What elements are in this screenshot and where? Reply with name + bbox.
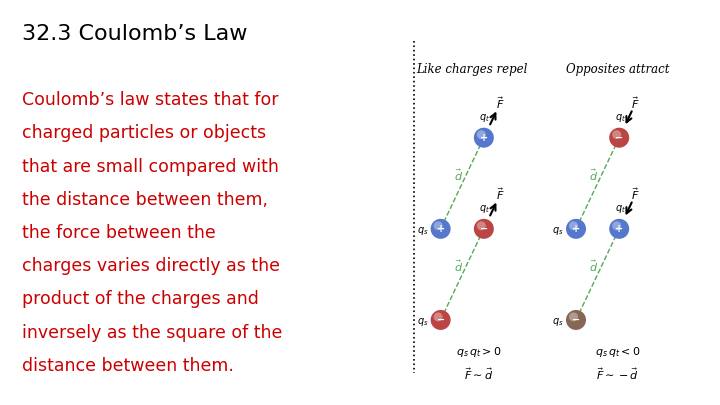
Circle shape [612, 130, 621, 139]
Circle shape [431, 310, 451, 330]
Text: $\vec{F}\sim-\vec{d}$: $\vec{F}\sim-\vec{d}$ [596, 367, 639, 382]
Circle shape [569, 221, 578, 230]
Text: $q_s\,q_t<0$: $q_s\,q_t<0$ [595, 345, 641, 359]
Text: −: − [615, 133, 624, 143]
Text: Opposites attract: Opposites attract [566, 63, 670, 76]
Text: 32.3 Coulomb’s Law: 32.3 Coulomb’s Law [22, 24, 247, 44]
Text: $\vec{d}$: $\vec{d}$ [454, 258, 463, 274]
Text: +: + [436, 224, 445, 234]
Text: Like charges repel: Like charges repel [416, 63, 527, 76]
Text: −: − [572, 315, 580, 325]
Circle shape [569, 312, 578, 322]
Text: $\vec{d}$: $\vec{d}$ [589, 258, 598, 274]
Text: distance between them.: distance between them. [22, 357, 233, 375]
Text: $\vec{F}$: $\vec{F}$ [496, 96, 505, 111]
Text: $\vec{d}$: $\vec{d}$ [454, 167, 463, 183]
Circle shape [566, 310, 586, 330]
Circle shape [609, 128, 629, 148]
Text: $q_s$: $q_s$ [417, 316, 428, 328]
Text: $\vec{F}$: $\vec{F}$ [496, 187, 505, 202]
Circle shape [433, 221, 443, 230]
Circle shape [477, 130, 486, 139]
Text: +: + [572, 224, 580, 234]
Text: product of the charges and: product of the charges and [22, 290, 258, 308]
Circle shape [433, 312, 443, 322]
Circle shape [477, 221, 486, 230]
Text: charged particles or objects: charged particles or objects [22, 124, 266, 142]
Text: $q_t$: $q_t$ [615, 112, 626, 124]
Circle shape [431, 219, 451, 239]
Circle shape [474, 128, 494, 148]
Text: +: + [615, 224, 624, 234]
Text: $q_s$: $q_s$ [552, 225, 564, 237]
Circle shape [566, 219, 586, 239]
Text: $q_t$: $q_t$ [480, 112, 490, 124]
Text: −: − [436, 315, 445, 325]
Circle shape [609, 219, 629, 239]
Text: $q_t$: $q_t$ [480, 203, 490, 215]
Text: +: + [480, 133, 488, 143]
Text: $q_s$: $q_s$ [417, 225, 428, 237]
Text: Coulomb’s law states that for: Coulomb’s law states that for [22, 91, 278, 109]
Text: the distance between them,: the distance between them, [22, 191, 268, 209]
Text: the force between the: the force between the [22, 224, 215, 242]
Text: $\vec{d}$: $\vec{d}$ [589, 167, 598, 183]
Circle shape [612, 221, 621, 230]
Text: that are small compared with: that are small compared with [22, 158, 279, 175]
Text: $q_t$: $q_t$ [615, 203, 626, 215]
Text: $\vec{F}\sim\vec{d}$: $\vec{F}\sim\vec{d}$ [464, 367, 493, 382]
Text: inversely as the square of the: inversely as the square of the [22, 324, 282, 341]
Text: $\vec{F}$: $\vec{F}$ [631, 187, 640, 202]
Circle shape [474, 219, 494, 239]
Text: charges varies directly as the: charges varies directly as the [22, 257, 279, 275]
Text: $q_s\,q_t>0$: $q_s\,q_t>0$ [456, 345, 502, 359]
Text: −: − [480, 224, 488, 234]
Text: $\vec{F}$: $\vec{F}$ [631, 96, 640, 111]
Text: $q_s$: $q_s$ [552, 316, 564, 328]
